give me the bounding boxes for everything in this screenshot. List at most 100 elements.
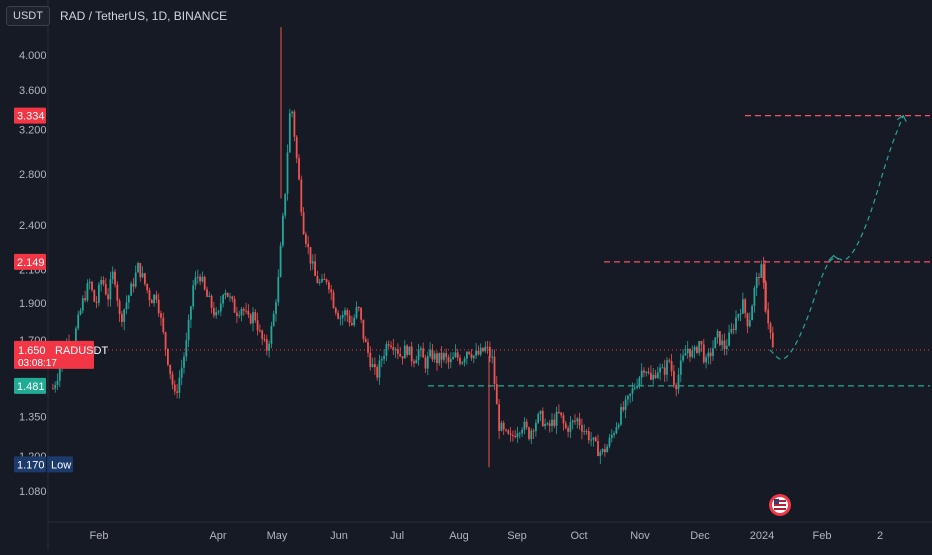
y-tick-label: 3.200 (19, 124, 47, 136)
candle-body (629, 393, 632, 396)
candle-body (521, 429, 523, 434)
candle-body (130, 283, 132, 296)
candle-body (689, 348, 691, 357)
candle-body (171, 374, 174, 385)
candle-body (541, 410, 544, 427)
symbol-title: RAD / TetherUS, 1D, BINANCE (59, 9, 228, 23)
candle-body (413, 361, 415, 364)
candle-body (627, 395, 629, 400)
candle-body (539, 410, 542, 415)
candle-body (670, 361, 673, 372)
candle-body (252, 312, 254, 324)
price-badge-bg (14, 456, 46, 473)
candle-body (222, 294, 224, 304)
candle-body (249, 314, 252, 324)
candle-body (771, 332, 774, 348)
currency-button[interactable]: USDT (6, 6, 50, 26)
candle-body (125, 302, 128, 310)
candle-body (484, 346, 487, 352)
candle-body (548, 423, 551, 426)
candle-body (767, 309, 770, 324)
candle-body (608, 437, 611, 447)
candle-body (183, 356, 185, 368)
price-badge-value: 1.650 (18, 345, 46, 357)
us-flag-canton (774, 499, 779, 504)
x-tick-label: May (267, 530, 288, 542)
candle-body (426, 356, 429, 369)
candle-body (351, 323, 353, 326)
candle-body (295, 136, 298, 159)
candle-body (91, 281, 93, 291)
candle-body (279, 245, 282, 277)
candle-body (263, 339, 266, 341)
candle-body (758, 277, 760, 279)
candle-body (760, 264, 763, 278)
candle-body (514, 435, 517, 438)
candle-body (367, 342, 369, 353)
candle-body (114, 271, 116, 285)
candle-body (148, 290, 151, 301)
us-flag-stripe (774, 504, 786, 506)
y-tick-label: 1.080 (19, 486, 47, 498)
candle-body (160, 313, 162, 318)
time-axis[interactable]: Feb Apr May Jun Jul Aug Sep Oct Nov Dec 2024 Feb 2 (90, 530, 884, 542)
y-tick-label: 3.600 (19, 85, 47, 97)
candle-body (645, 371, 648, 373)
candle-body (162, 317, 165, 333)
candle-body (238, 315, 241, 317)
candle-body (615, 427, 618, 434)
candle-body (544, 423, 546, 427)
candle-body (532, 430, 535, 432)
candle-body (696, 347, 698, 353)
candle-body (236, 312, 238, 316)
candle-body (489, 346, 491, 358)
candle-body (431, 349, 434, 360)
price-badge-bg (14, 340, 94, 369)
candle-body (309, 247, 312, 264)
candle-body (445, 353, 448, 358)
candle-body (613, 433, 615, 435)
price-badge-value: 3.334 (17, 111, 45, 123)
candle-body (77, 314, 80, 329)
candle-body (399, 353, 402, 357)
candle-body (231, 296, 234, 300)
us-flag-icon[interactable] (769, 494, 791, 516)
candle-body (500, 422, 503, 431)
candle-body (643, 370, 645, 373)
candle-body (157, 299, 160, 314)
candle-body (587, 431, 590, 441)
candle-body (523, 421, 526, 430)
candle-body (109, 279, 112, 300)
candle-body (505, 429, 507, 431)
candle-body (196, 276, 199, 278)
candle-body (507, 430, 510, 434)
candle-body (737, 314, 740, 318)
x-tick-label: Apr (209, 530, 226, 542)
candle-body (242, 308, 245, 311)
x-tick-label: Nov (630, 530, 650, 542)
candle-body (339, 317, 342, 319)
candle-body (247, 310, 250, 315)
candle-body (617, 424, 620, 428)
candle-body (454, 352, 457, 357)
candle-body (716, 331, 719, 338)
candle-body (755, 277, 758, 288)
candle-body (337, 312, 339, 319)
candle-body (599, 451, 602, 457)
candle-body (390, 345, 392, 348)
candle-body (318, 281, 321, 283)
candle-body (169, 364, 172, 375)
candle-body (585, 431, 588, 433)
candle-body (380, 359, 383, 361)
candle-body (385, 344, 388, 356)
candle-body (176, 391, 178, 393)
candle-body (282, 215, 284, 246)
candle-body (583, 431, 586, 433)
candle-body (709, 352, 712, 356)
candle-body (79, 310, 82, 315)
candle-body (647, 371, 650, 374)
candle-body (415, 359, 418, 364)
candle-body (88, 281, 91, 284)
candle-body (268, 343, 270, 351)
